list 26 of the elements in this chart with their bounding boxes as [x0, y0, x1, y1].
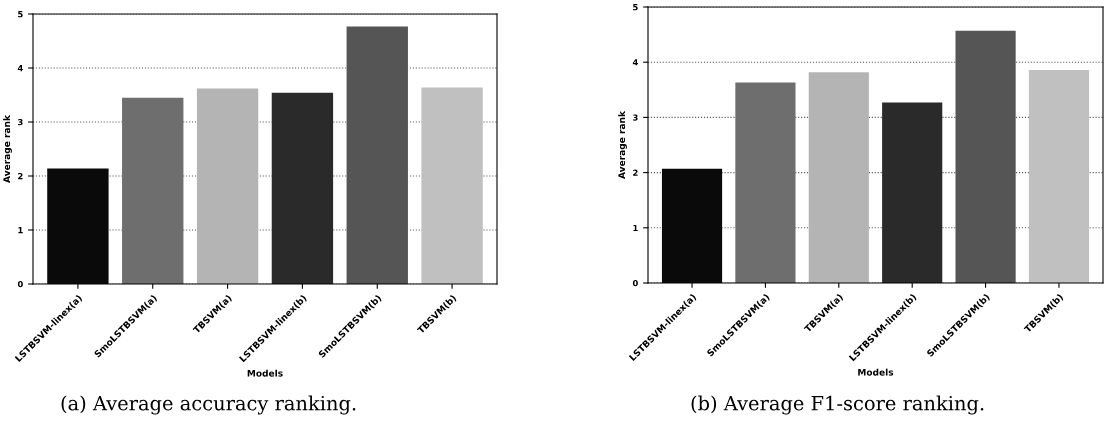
y-tick-label: 4	[632, 59, 638, 66]
bar	[421, 87, 483, 284]
bar	[735, 82, 796, 283]
y-tick-label: 1	[18, 227, 23, 234]
y-axis-title: Average rank	[618, 110, 627, 179]
y-tick-label: 3	[633, 114, 638, 121]
y-tick-label: 3	[18, 118, 23, 126]
y-axis-title: Average rank	[3, 114, 12, 183]
y-tick-label: 5	[18, 11, 23, 18]
y-tick-label: 2	[633, 169, 638, 176]
bar	[808, 72, 869, 283]
x-axis-title: Models	[858, 368, 894, 376]
y-tick-label: 0	[17, 280, 23, 288]
text: (a) Average accuracy ranking.	[61, 395, 356, 415]
x-axis-title: Models	[247, 369, 283, 377]
bar	[122, 97, 184, 284]
text: (b) Average F1-score ranking.	[691, 395, 984, 415]
y-tick-label: 2	[18, 172, 23, 180]
y-tick-label: 4	[17, 65, 23, 72]
y-tick-label: 1	[633, 224, 638, 231]
bar	[271, 92, 334, 284]
y-tick-label: 0	[632, 279, 638, 287]
bar	[196, 88, 259, 284]
bar	[1028, 69, 1090, 283]
y-tick-label: 5	[633, 4, 638, 11]
bar	[882, 102, 943, 283]
